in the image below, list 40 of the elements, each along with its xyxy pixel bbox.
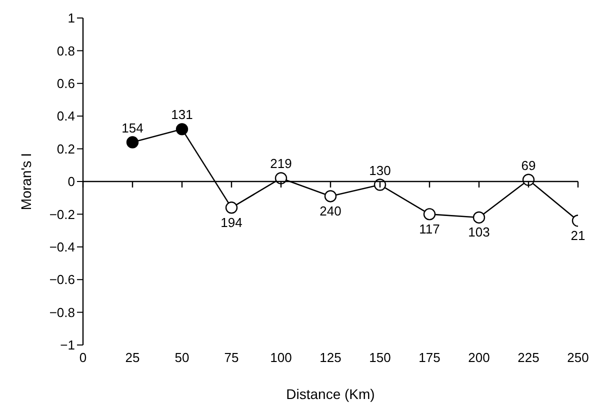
y-tick-label: 0.8 [56,43,75,58]
annotation: 194 [220,214,242,230]
x-tick-label: 150 [369,350,391,366]
point [472,211,486,224]
x-tick-label: 25 [125,350,140,366]
annotation: 154 [122,120,144,136]
y-tick-label: 0 [68,174,75,190]
y-tick-label: −0.2 [49,206,75,222]
annotation: 130 [369,162,391,178]
x-tick-label: 50 [174,350,190,366]
annotation: 69 [521,158,536,173]
x-tick-label: 175 [418,350,440,366]
x-tick-label: 75 [224,350,239,366]
annotation: 219 [270,156,292,172]
y-tick-label: 0.2 [56,141,75,156]
point [225,202,238,214]
y-tick-label: 1 [68,10,75,26]
annotation: 131 [171,107,193,122]
x-tick-label: 250 [567,350,589,366]
y-tick-label: −0.6 [49,272,75,288]
annotation: 117 [419,221,440,236]
point [324,190,337,202]
x-tick-label: 100 [270,350,292,366]
y-tick-label: 0.4 [56,108,75,124]
x-tick-label: 200 [468,350,490,366]
annotation: 21 [570,228,586,243]
x-tick-label: 225 [518,350,540,366]
x-tick-label: 0 [79,350,87,366]
annotation: 240 [320,203,342,218]
y-tick-label: 0.6 [56,76,75,92]
annotation: 103 [468,224,490,240]
y-tick-label: −0.8 [49,304,75,320]
x-axis-title: Distance (Km) [286,386,375,402]
y-axis-title: Moran's I [18,152,34,210]
point [423,208,436,220]
y-tick-label: −1 [60,338,75,353]
y-tick-label: −0.4 [49,240,75,255]
point [126,136,139,148]
x-tick-label: 125 [320,350,342,366]
point [176,123,188,136]
